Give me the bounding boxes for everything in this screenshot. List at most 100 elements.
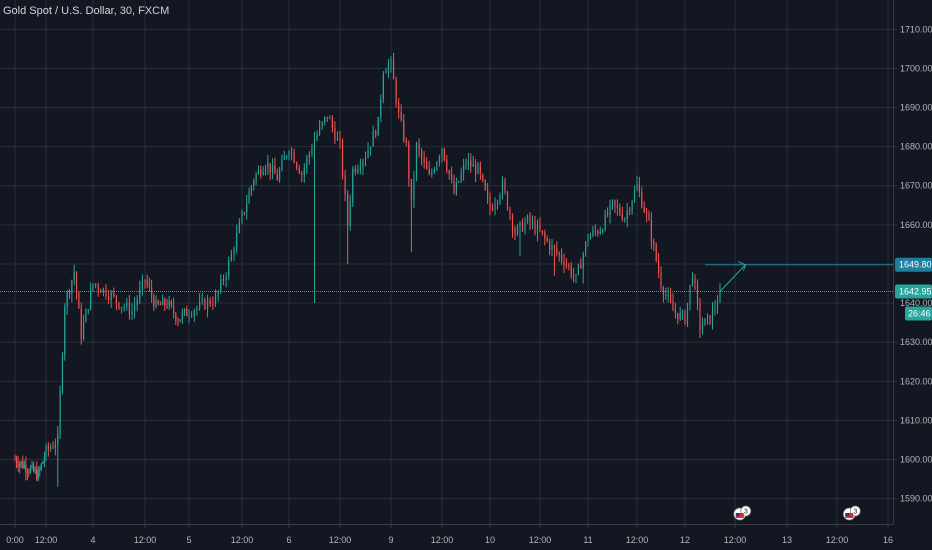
candle-body <box>413 178 415 200</box>
candle-body <box>241 212 243 222</box>
candle-body <box>392 58 395 80</box>
candle-body <box>448 170 450 175</box>
candle-body <box>477 164 479 174</box>
candle-body <box>472 164 474 167</box>
candle-body <box>655 244 657 261</box>
candle-body <box>691 277 694 285</box>
target-price-label: 1649.80 <box>899 260 932 270</box>
candle-body <box>246 203 248 213</box>
candle-body <box>25 464 27 472</box>
candle-body <box>458 181 460 183</box>
price-tick-label: 1700.00 <box>900 63 932 73</box>
target-price-badge[interactable] <box>895 257 932 272</box>
candle-body <box>626 210 628 219</box>
economic-event-marker[interactable]: 3 <box>733 505 752 521</box>
price-tick-label: 1620.00 <box>900 376 932 386</box>
candle-body <box>460 173 462 182</box>
candle-body <box>589 235 592 240</box>
price-axis-background <box>893 0 932 550</box>
candle-body <box>599 231 601 234</box>
candle-body <box>431 172 433 175</box>
projection-arrow-line[interactable] <box>719 264 746 292</box>
candle-body <box>153 296 155 308</box>
candle-body <box>87 309 89 311</box>
candle-body <box>506 191 509 210</box>
candle-body <box>222 279 225 281</box>
time-tick-label: 16 <box>883 535 893 545</box>
candle-body <box>321 121 323 126</box>
candle-body <box>45 445 47 458</box>
candle-body <box>276 173 278 181</box>
candle-body <box>672 301 674 311</box>
economic-event-marker[interactable]: 3 <box>842 505 861 521</box>
candle-body <box>33 464 35 472</box>
candle-body <box>78 293 80 309</box>
candle-body <box>271 165 274 173</box>
time-axis[interactable]: 0:00 12:00 4 12:00 5 12:00 6 12:00 9 12:00 10 12:00… <box>0 524 893 545</box>
candle-body <box>561 254 563 261</box>
candle-body <box>382 73 384 100</box>
candle-body <box>496 201 499 205</box>
candle-body <box>336 137 339 141</box>
candle-body <box>465 164 467 166</box>
candle-body <box>441 148 443 158</box>
candle-body <box>719 291 721 303</box>
flag-canton <box>845 513 850 516</box>
candle-body <box>157 300 159 304</box>
candle-body <box>470 160 472 167</box>
candle-body <box>108 296 110 300</box>
candle-body <box>585 241 587 255</box>
time-tick-label: 12:00 <box>431 535 454 545</box>
candle-body <box>102 288 104 293</box>
time-tick-label: 12:00 <box>35 535 58 545</box>
candle-body <box>168 301 170 307</box>
candle-body <box>504 180 506 192</box>
candle-body <box>370 146 372 150</box>
candle-body <box>400 112 402 120</box>
candle-body <box>716 302 719 308</box>
candle-body <box>587 239 589 242</box>
candle-body <box>709 315 711 324</box>
candle-body <box>689 284 691 303</box>
time-tick-label: 6 <box>286 535 291 545</box>
candle-body <box>408 142 410 180</box>
candle-body <box>629 210 631 212</box>
candle-body <box>349 201 351 226</box>
candle-body <box>677 312 679 320</box>
candle-body <box>293 151 295 163</box>
candle-body <box>529 215 531 224</box>
candle-body <box>347 193 349 226</box>
candle-body <box>90 289 92 310</box>
candle-body <box>28 472 30 474</box>
price-axis[interactable]: 1710.00 1700.00 1690.00 1680.00 1670.00 1660.… <box>893 0 932 550</box>
candle-body <box>151 287 153 297</box>
candle-body <box>684 311 686 325</box>
candle-body <box>255 173 257 181</box>
candle-body <box>679 312 681 320</box>
candle-body <box>92 283 94 290</box>
candle-body <box>220 279 222 292</box>
drawing-tools[interactable] <box>0 261 893 293</box>
time-tick-label: 12 <box>680 535 690 545</box>
last-price-badge[interactable] <box>895 284 932 299</box>
candle-body <box>184 309 186 313</box>
candle-body <box>214 295 217 305</box>
candle-body <box>682 311 684 313</box>
candle-body <box>570 266 572 276</box>
candle-body <box>334 127 336 141</box>
candle-body <box>616 205 618 208</box>
candle-body <box>121 307 123 309</box>
candle-body <box>136 299 138 306</box>
candle-body <box>288 152 290 157</box>
candle-body <box>83 322 85 339</box>
candle-body <box>159 303 161 306</box>
candle-body <box>568 265 570 267</box>
candle-body <box>494 204 496 210</box>
candle-body <box>283 156 285 160</box>
price-tick-label: 1710.00 <box>900 24 932 34</box>
candle-body <box>541 230 543 233</box>
candle-body <box>701 325 704 330</box>
